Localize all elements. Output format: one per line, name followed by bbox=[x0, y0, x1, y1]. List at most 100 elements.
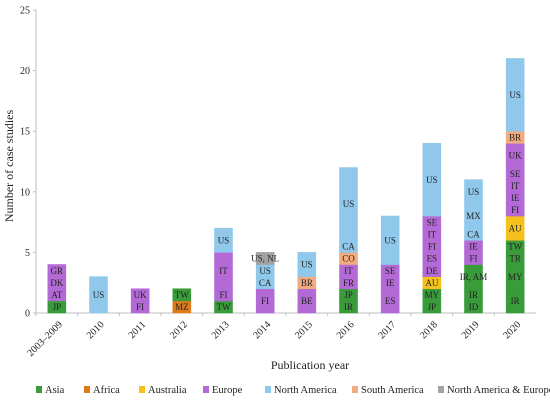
segment-label: CA bbox=[259, 278, 272, 288]
segment-label: ES bbox=[385, 296, 396, 306]
y-tick-label: 15 bbox=[20, 127, 30, 138]
segment-label: SE bbox=[385, 266, 396, 276]
segment-label: US bbox=[426, 175, 438, 185]
segment-label: FR bbox=[343, 278, 354, 288]
y-tick-label: 0 bbox=[25, 309, 30, 320]
legend-swatch bbox=[36, 386, 42, 393]
bar-segment bbox=[255, 252, 275, 265]
segment-label: US bbox=[218, 235, 230, 245]
legend-label: Asia bbox=[45, 385, 65, 396]
legend-label: Europe bbox=[212, 385, 243, 396]
y-tick-label: 25 bbox=[20, 6, 30, 17]
segment-label: CA bbox=[467, 229, 480, 239]
bar-stack: JP MY AU DE ES FI IT SE US bbox=[422, 143, 442, 314]
segment-label: IE bbox=[469, 242, 478, 252]
bar-stack: JP AT DK GR bbox=[47, 264, 67, 314]
x-axis: 2003–2009 2010 2011 2012 2013 2014 2015 2016 201… bbox=[25, 312, 536, 359]
segment-label: IR, AM bbox=[460, 272, 488, 282]
legend-swatch bbox=[438, 386, 444, 393]
bar-segment bbox=[422, 143, 442, 217]
y-tick-label: 5 bbox=[25, 248, 30, 259]
bar-segment bbox=[505, 58, 525, 132]
x-tick-label: 2011 bbox=[127, 319, 149, 341]
legend-label: Africa bbox=[93, 385, 120, 396]
bar-stack: FI CA US US, NL bbox=[251, 252, 279, 314]
segment-label: MY bbox=[425, 290, 440, 300]
segment-label: TW bbox=[508, 242, 522, 252]
segment-label: TW bbox=[217, 302, 231, 312]
x-tick-label: 2012 bbox=[168, 319, 190, 341]
bar-segment bbox=[130, 288, 150, 302]
segment-label: JP bbox=[53, 302, 62, 312]
bar-segment bbox=[297, 252, 317, 277]
segment-label: US bbox=[509, 90, 521, 100]
bar-segment bbox=[339, 167, 358, 241]
segment-label: FI bbox=[511, 205, 519, 215]
bars: JP AT DK GR US FI UK MZ TW TW FI IT US FI CA US US, NL BE… bbox=[47, 58, 525, 314]
segment-label: US bbox=[93, 290, 105, 300]
segment-label: AT bbox=[51, 290, 63, 300]
segment-label: DE bbox=[426, 266, 438, 276]
bar-segment bbox=[464, 179, 483, 205]
segment-label: FI bbox=[261, 296, 269, 306]
bar-stack: ID IR IR, AM FI IE CA MX US bbox=[460, 179, 488, 314]
bar-stack: IR JP FR IT CO CA US bbox=[339, 167, 358, 314]
bar-stack: ES IE SE US bbox=[380, 215, 400, 314]
segment-label: BR bbox=[509, 132, 521, 142]
segment-label: US bbox=[343, 199, 355, 209]
y-tick-label: 10 bbox=[20, 187, 30, 198]
segment-label: TR bbox=[509, 254, 521, 264]
bar-segment bbox=[89, 276, 108, 314]
x-axis-title: Publication year bbox=[271, 358, 349, 372]
legend-swatch bbox=[139, 386, 145, 393]
segment-label: FI bbox=[219, 290, 227, 300]
segment-label: US bbox=[259, 266, 271, 276]
segment-label: US bbox=[301, 260, 313, 270]
x-tick-label: 2017 bbox=[376, 319, 398, 341]
bar-segment bbox=[380, 215, 400, 265]
segment-label: AU bbox=[509, 223, 522, 233]
segment-label: FI bbox=[136, 302, 144, 312]
bar-segment bbox=[47, 264, 67, 277]
x-tick-label: 2014 bbox=[251, 319, 273, 341]
segment-label: DK bbox=[50, 278, 63, 288]
segment-label: US bbox=[384, 235, 396, 245]
bar-segment bbox=[172, 288, 192, 302]
bar-stack: TW FI IT US bbox=[214, 227, 233, 314]
bar-stack: BE BR US bbox=[297, 252, 317, 314]
segment-label: IR bbox=[469, 290, 478, 300]
segment-label: BE bbox=[301, 296, 313, 306]
bar-stack: IR MY TR TW AU FI IE IT SE UK BR US bbox=[505, 58, 525, 314]
segment-label: MX bbox=[466, 211, 481, 221]
segment-label: GR bbox=[51, 266, 64, 276]
legend-label: Australia bbox=[148, 385, 187, 396]
segment-label: CO bbox=[342, 254, 355, 264]
x-tick-label: 2019 bbox=[460, 319, 482, 341]
segment-label: IR bbox=[344, 302, 353, 312]
segment-label: CA bbox=[342, 242, 355, 252]
segment-label: SE bbox=[510, 169, 521, 179]
segment-label: IE bbox=[386, 278, 395, 288]
y-axis-title: Number of case studies bbox=[2, 110, 16, 223]
y-tick-label: 20 bbox=[20, 66, 30, 77]
legend-swatch bbox=[352, 386, 358, 393]
segment-label: UK bbox=[509, 151, 522, 161]
bar-stack: FI UK bbox=[130, 288, 150, 314]
segment-label: IT bbox=[428, 229, 437, 239]
segment-label: SE bbox=[427, 217, 438, 227]
legend: Asia Africa Australia Europe North America So… bbox=[36, 385, 550, 396]
segment-label: IT bbox=[219, 266, 228, 276]
segment-label: US bbox=[468, 187, 480, 197]
x-tick-label: 2020 bbox=[501, 319, 523, 341]
x-tick-label: 2018 bbox=[418, 319, 440, 341]
legend-label: North America & Europe bbox=[447, 385, 550, 396]
segment-label: IT bbox=[344, 266, 353, 276]
segment-label: BR bbox=[301, 278, 313, 288]
segment-label: MZ bbox=[175, 302, 189, 312]
x-tick-label: 2015 bbox=[293, 319, 315, 341]
x-tick-label: 2010 bbox=[85, 319, 107, 341]
legend-label: North America bbox=[274, 385, 337, 396]
x-tick-label: 2013 bbox=[210, 319, 232, 341]
segment-label: TW bbox=[175, 290, 189, 300]
